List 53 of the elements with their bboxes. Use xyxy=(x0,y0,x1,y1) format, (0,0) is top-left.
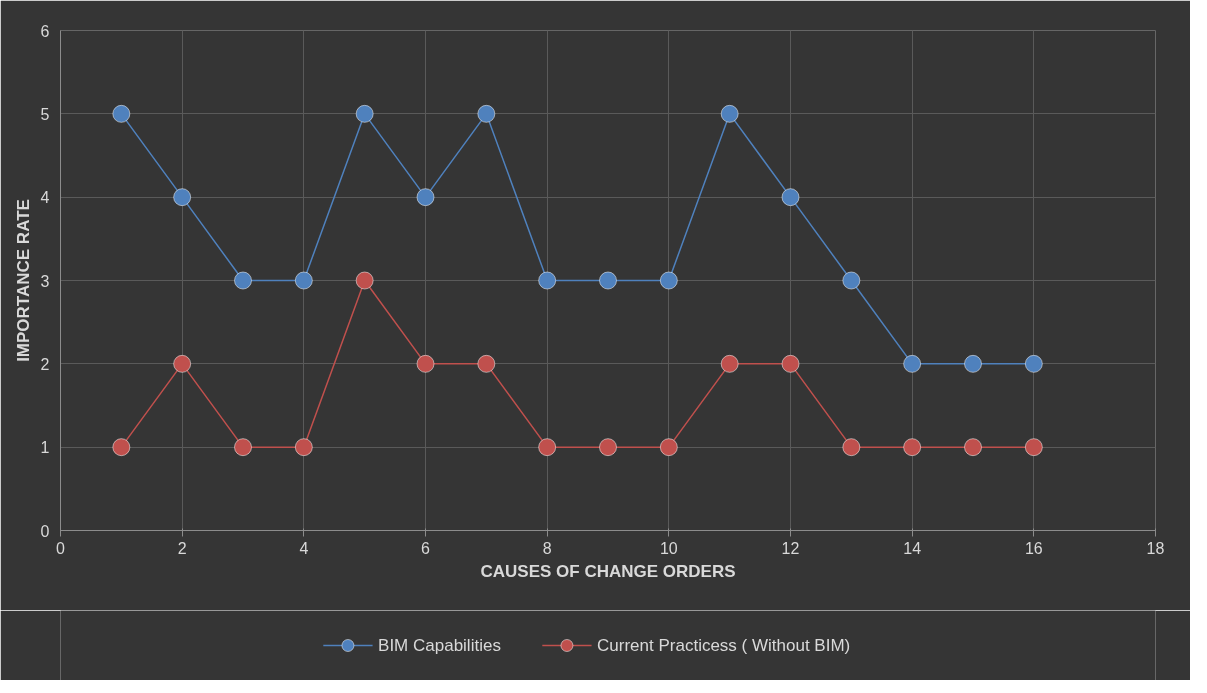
point xyxy=(416,188,435,207)
y-tick-label: 5 xyxy=(40,105,50,123)
point xyxy=(903,438,922,457)
point xyxy=(1024,438,1043,457)
point xyxy=(903,354,922,373)
point xyxy=(842,271,861,290)
point xyxy=(599,271,617,290)
point xyxy=(112,104,131,123)
point xyxy=(964,438,982,457)
x-tick-label: 12 xyxy=(781,539,800,557)
x-tick-label: 6 xyxy=(421,539,431,557)
x-tick-label: 4 xyxy=(299,539,309,557)
y-tick-label: 2 xyxy=(40,355,50,373)
x-tick-label: 18 xyxy=(1146,539,1165,557)
x-tick-label: 10 xyxy=(659,539,678,557)
point xyxy=(659,438,678,457)
point xyxy=(173,354,192,373)
x-axis-title: CAUSES OF CHANGE ORDERS xyxy=(480,561,736,581)
x-tick-label: 2 xyxy=(177,539,187,557)
point xyxy=(477,104,496,123)
y-tick-label: 6 xyxy=(40,22,50,40)
point xyxy=(538,438,557,457)
point xyxy=(781,354,800,373)
point xyxy=(781,188,800,207)
point xyxy=(964,354,982,373)
point xyxy=(659,271,678,290)
point xyxy=(234,438,252,457)
point xyxy=(294,438,313,457)
point xyxy=(720,354,739,373)
point xyxy=(294,271,313,290)
y-tick-label: 1 xyxy=(40,439,50,457)
y-tick-label: 0 xyxy=(40,522,50,540)
point xyxy=(416,354,435,373)
x-tick-label: 16 xyxy=(1024,539,1043,557)
point xyxy=(234,271,252,290)
legend-label: BIM Capabilities xyxy=(378,636,501,655)
point xyxy=(355,104,374,123)
point xyxy=(477,354,496,373)
point xyxy=(720,104,739,123)
legend-label: Current Practicess ( Without BIM) xyxy=(597,636,851,655)
point xyxy=(173,188,192,207)
x-tick-label: 14 xyxy=(903,539,922,557)
x-tick-label: 0 xyxy=(56,539,66,557)
point xyxy=(538,271,557,290)
point xyxy=(842,438,861,457)
x-tick-label: 8 xyxy=(542,539,552,557)
y-tick-label: 3 xyxy=(40,272,50,290)
y-axis-title: IMPORTANCE RATE xyxy=(13,199,33,362)
point xyxy=(355,271,374,290)
y-tick-label: 4 xyxy=(40,189,50,207)
point xyxy=(599,438,617,457)
point xyxy=(112,438,131,457)
point xyxy=(1024,354,1043,373)
